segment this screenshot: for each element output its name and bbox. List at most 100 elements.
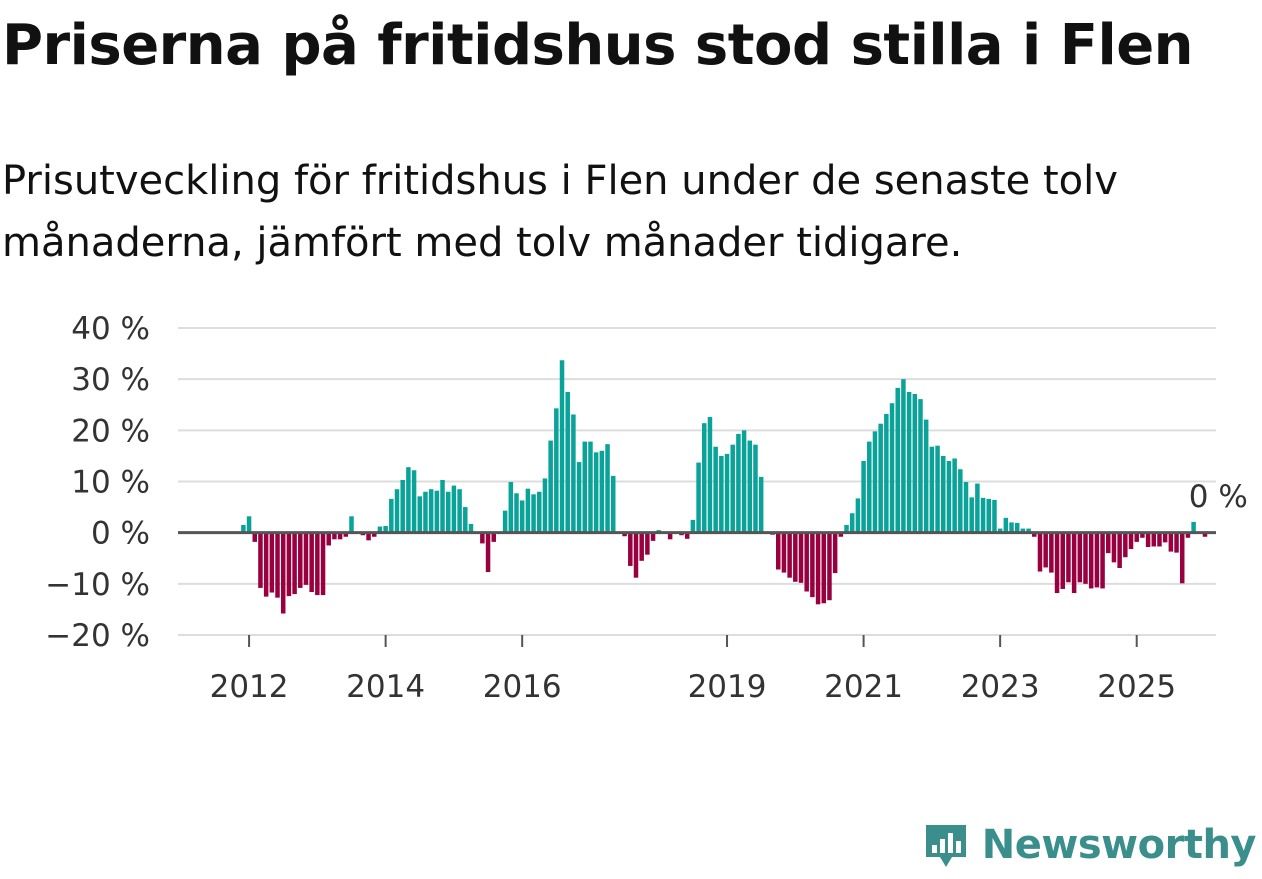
bar: [417, 496, 423, 533]
bar: [332, 532, 337, 540]
bar: [451, 485, 457, 533]
bar: [969, 497, 974, 533]
y-tick-label: 20 %: [71, 413, 150, 449]
bar: [1123, 532, 1128, 558]
newsworthy-logo: Newsworthy: [922, 821, 1257, 869]
bar: [605, 444, 610, 533]
bar: [1191, 521, 1196, 533]
bar: [571, 414, 576, 533]
bar: [872, 431, 878, 533]
chart-title: Priserna på fritidshus stod stilla i Fle…: [2, 13, 1194, 78]
bar: [884, 413, 889, 533]
bar: [445, 491, 451, 533]
bar: [707, 417, 713, 533]
labels: 40 % 30 % 20 % 10 % 0 % −10 % −20 % 2012 2014 201…: [45, 311, 1248, 705]
bar: [565, 391, 570, 533]
bar: [827, 532, 832, 601]
bar: [941, 455, 946, 533]
bar: [508, 482, 514, 533]
bar: [1083, 532, 1088, 584]
bar: [593, 452, 599, 533]
bar: [1162, 532, 1168, 543]
bar: [923, 419, 929, 533]
bar: [1071, 532, 1077, 594]
bar: [838, 532, 844, 537]
bar: [849, 513, 855, 533]
bar: [241, 524, 246, 533]
y-tick-label: −20 %: [45, 618, 150, 654]
y-tick-label: 40 %: [71, 311, 150, 347]
bar: [537, 491, 542, 533]
bar: [1049, 532, 1054, 573]
bar: [372, 532, 377, 537]
bar: [485, 532, 491, 573]
bar: [519, 500, 525, 533]
bar: [1174, 532, 1179, 553]
bar: [315, 532, 320, 596]
bar: [1009, 522, 1014, 533]
bar: [468, 523, 474, 533]
bar: [1179, 532, 1185, 584]
bar: [588, 441, 593, 533]
bar: [463, 507, 468, 533]
bar: [292, 532, 297, 595]
bar: [411, 470, 417, 533]
bar: [303, 532, 309, 585]
bar: [263, 532, 269, 597]
bar: [963, 482, 969, 533]
bar: [394, 489, 400, 533]
bar: [525, 488, 531, 533]
bar: [730, 444, 735, 533]
bar: [952, 458, 957, 533]
bar: [1145, 532, 1151, 547]
axes: [178, 531, 1216, 647]
bar: [502, 510, 508, 533]
bar: [815, 532, 821, 605]
bar: [400, 479, 405, 533]
bar: [975, 483, 980, 533]
x-tick-label: 2023: [961, 669, 1040, 705]
bar: [929, 446, 935, 533]
bar: [855, 498, 861, 533]
bar: [696, 462, 701, 533]
bar: [781, 532, 787, 573]
bar: [548, 440, 553, 533]
bar: [349, 516, 354, 533]
y-tick-label: 30 %: [71, 362, 150, 398]
bar: [343, 532, 349, 537]
bar: [1202, 532, 1208, 537]
bar: [844, 524, 849, 533]
y-tick-label: 10 %: [71, 465, 150, 501]
bar: [986, 498, 992, 533]
bar: [622, 532, 627, 537]
bar: [861, 461, 866, 533]
bar: [1088, 532, 1094, 589]
bar: [804, 532, 809, 592]
bar: [1026, 528, 1031, 533]
bar: [747, 440, 753, 533]
bar: [1037, 532, 1043, 572]
x-tick-label: 2025: [1097, 669, 1176, 705]
chart-subtitle: Prisutveckling för fritidshus i Flen und…: [2, 158, 1118, 266]
bar: [246, 516, 252, 533]
bar: [736, 433, 741, 533]
bar: [531, 494, 536, 533]
bar: [810, 532, 815, 598]
bar: [690, 519, 696, 533]
x-tick-label: 2019: [688, 669, 767, 705]
bar: [599, 450, 605, 533]
bar: [1134, 532, 1139, 542]
bar: [645, 532, 650, 555]
bar: [1066, 532, 1071, 583]
bar: [713, 446, 718, 533]
bar: [252, 532, 258, 542]
bar: [895, 387, 900, 533]
bar: [389, 498, 394, 533]
bar: [309, 532, 314, 593]
bar: [383, 526, 388, 533]
bar: [1003, 517, 1009, 533]
bar: [1014, 522, 1020, 533]
bar: [1157, 532, 1162, 547]
bar: [1106, 532, 1111, 554]
bar: [320, 532, 326, 596]
